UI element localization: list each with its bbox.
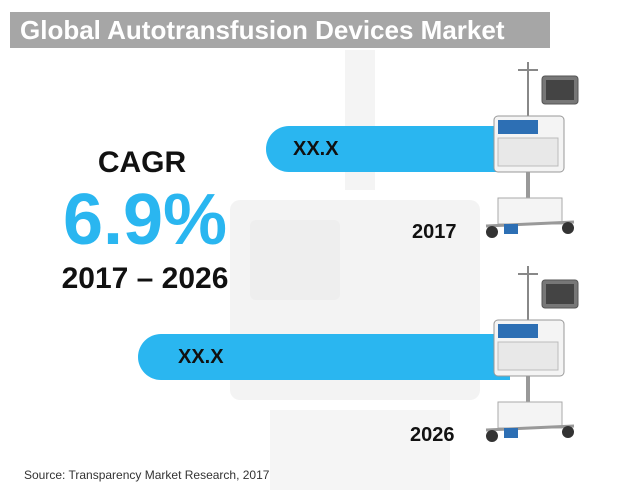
bar-2017 bbox=[266, 126, 510, 172]
cagr-label: CAGR bbox=[97, 146, 187, 179]
chart-title: Global Autotransfusion Devices Market bbox=[20, 15, 505, 45]
bar-value-label-2017: XX.X bbox=[293, 138, 339, 160]
cagr-value: 6.9% bbox=[62, 180, 228, 260]
autotransfusion-device-icon bbox=[485, 62, 579, 238]
category-label-2017: 2017 bbox=[412, 221, 457, 243]
title-band bbox=[10, 12, 550, 48]
autotransfusion-device-icon bbox=[485, 266, 579, 442]
bar-2026 bbox=[138, 334, 510, 380]
bar-value-label-2026: XX.X bbox=[178, 346, 224, 368]
category-label-2026: 2026 bbox=[410, 424, 455, 446]
source-note: Source: Transparency Market Research, 20… bbox=[24, 468, 270, 482]
cagr-period: 2017 – 2026 bbox=[61, 262, 229, 295]
background-device-illustration bbox=[230, 50, 480, 490]
